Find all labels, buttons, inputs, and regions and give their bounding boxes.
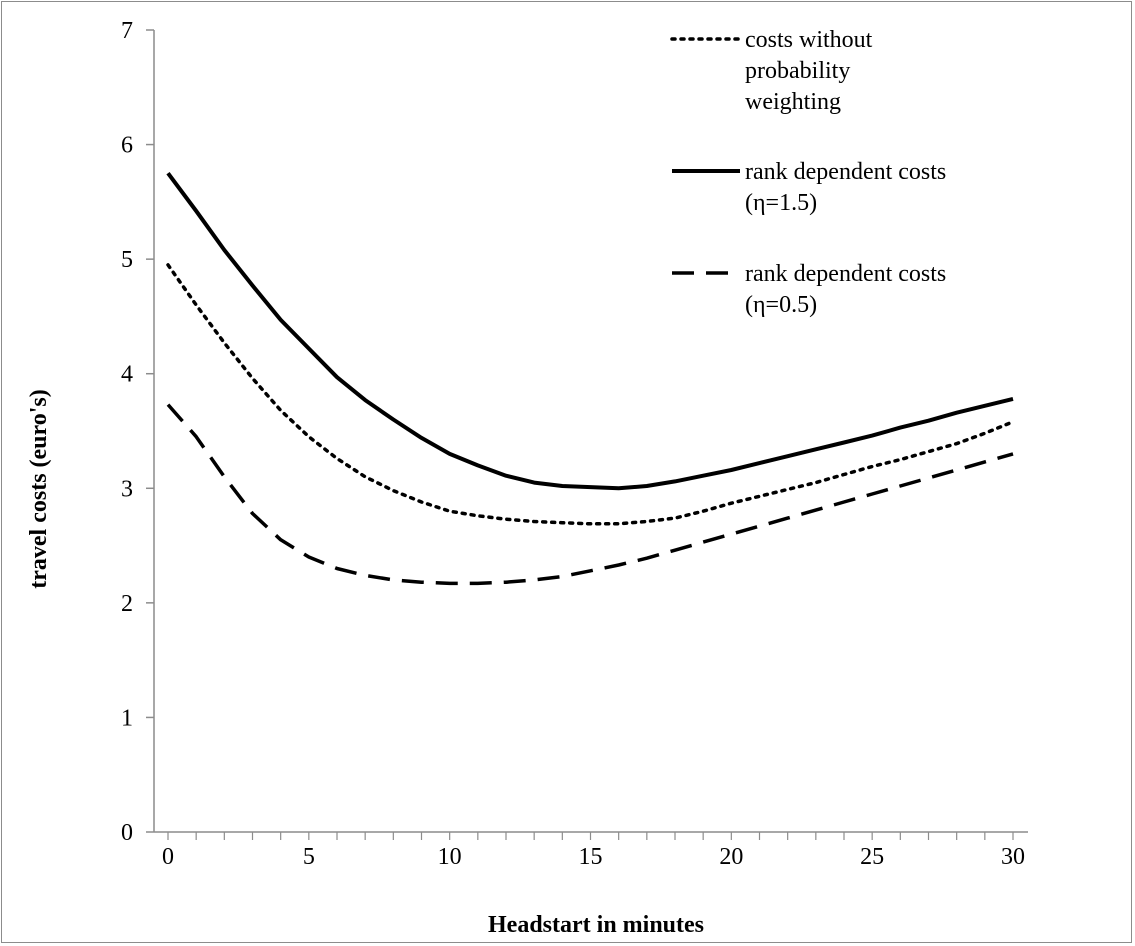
x-axis-title: Headstart in minutes	[488, 912, 704, 938]
x-tick-label: 25	[860, 844, 884, 870]
x-tick-label: 15	[579, 844, 603, 870]
series-line-solid	[166, 172, 1014, 491]
y-tick-label: 5	[121, 247, 133, 273]
y-tick-label: 0	[121, 820, 133, 846]
x-tick-label: 30	[1001, 844, 1025, 870]
y-tick-label: 1	[121, 705, 133, 731]
x-tick-label: 5	[303, 844, 315, 870]
series-line-dotted	[166, 263, 1015, 526]
legend-label: probability	[745, 58, 850, 84]
legend-label: weighting	[745, 89, 841, 115]
y-tick-label: 6	[121, 133, 133, 159]
legend-label: (η=1.5)	[745, 190, 817, 216]
legend: costs without probability weighting rank de…	[670, 27, 946, 318]
legend-label: rank dependent costs	[745, 159, 946, 185]
x-tick-label: 20	[719, 844, 743, 870]
axes: 0 1 2 3 4 5 6 7 0 5 10 15 20 25 30	[121, 18, 1028, 870]
series-line-dashed	[166, 403, 1014, 586]
y-tick-label: 7	[121, 18, 133, 44]
y-axis-title: travel costs (euro's)	[26, 389, 52, 589]
y-tick-label: 2	[121, 591, 133, 617]
x-tick-label: 10	[438, 844, 462, 870]
y-tick-label: 3	[121, 476, 133, 502]
legend-label: costs without	[745, 27, 873, 53]
x-tick-label: 0	[162, 844, 174, 870]
series-layer	[166, 172, 1015, 586]
legend-label: rank dependent costs	[745, 261, 946, 287]
y-tick-label: 4	[121, 362, 133, 388]
legend-label: (η=0.5)	[745, 292, 817, 318]
